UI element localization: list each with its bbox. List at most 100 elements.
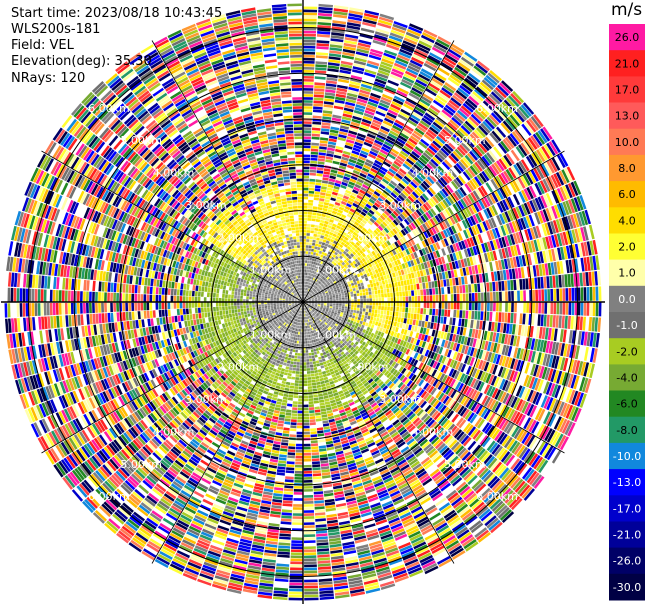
radar-gate [441,309,445,317]
radar-gate [377,322,382,327]
radar-gate [548,141,559,155]
radar-gate [454,213,461,222]
radar-gate [338,78,350,84]
radar-gate [441,59,455,69]
radar-gate [526,119,537,133]
radar-gate [399,302,403,307]
radar-gate [453,302,457,310]
radar-gate [359,89,371,95]
radar-gate [318,3,333,8]
radar-gate [365,308,369,313]
radar-gate [329,287,333,290]
radar-gate [337,193,344,198]
radar-gate [303,36,316,40]
radar-gate [353,60,366,66]
radar-gate [353,290,357,294]
radar-gate [325,86,337,91]
radar-gate [386,112,397,119]
radar-gate [359,221,366,227]
radar-gate [389,287,393,293]
radar-gate [387,320,392,325]
radar-gate [397,87,409,95]
radar-gate [379,285,383,290]
radar-gate [408,302,412,308]
radar-gate [434,204,442,213]
radar-gate [312,127,321,131]
radar-gate [389,106,400,114]
radar-gate [303,154,311,158]
radar-gate [408,137,418,146]
radar-gate [338,190,345,195]
radar-gate [381,249,387,255]
radar-gate [332,111,343,116]
radar-gate [407,240,413,247]
radar-gate [319,238,324,242]
radar-gate [323,274,327,278]
radar-gate [342,51,355,57]
radar-gate [303,60,315,64]
radar-gate [505,97,518,110]
radar-gate [348,243,353,248]
radar-gate [320,245,325,249]
radar-gate [362,288,366,293]
radar-gate [425,229,432,238]
radar-gate [321,232,325,236]
radar-gate [362,240,368,246]
radar-gate [310,251,314,255]
radar-gate [369,95,380,102]
radar-gate [326,281,330,285]
radar-gate [313,233,318,237]
radar-gate [467,193,475,204]
radar-gate [530,116,542,129]
radar-gate [330,272,334,276]
radar-gate [447,302,451,310]
radar-gate [476,159,486,170]
radar-gate [371,215,378,221]
radar-gate [402,190,409,197]
radar-gate [359,153,368,159]
radar-gate [381,243,386,249]
radar-gate [369,294,372,299]
radar-gate [381,306,384,311]
radar-gate [492,281,496,292]
radar-gate [367,220,374,226]
radar-gate [306,284,309,288]
radar-gate [376,313,381,318]
radar-gate [303,112,313,115]
radar-gate [390,297,394,302]
radar-gate [306,291,309,294]
radar-gate [337,232,342,237]
radar-gate [353,293,357,297]
radar-gate [351,205,357,211]
radar-gate [421,193,429,201]
radar-gate [368,209,375,215]
radar-gate [450,97,462,107]
radar-gate [335,284,339,288]
radar-gate [303,233,307,236]
radar-gate [362,321,366,326]
radar-gate [439,163,448,173]
radar-gate [317,285,321,288]
radar-gate [498,281,502,291]
radar-gate [347,19,362,25]
radar-gate [375,199,383,206]
radar-gate [386,310,390,316]
radar-gate [470,204,478,214]
radar-gate [348,13,363,19]
radar-gate [317,231,322,235]
radar-gate [355,54,368,60]
radar-gate [330,172,337,177]
radar-gate [355,218,361,224]
radar-gate [330,197,336,202]
radar-gate [417,217,424,225]
radar-gate [386,216,393,223]
radar-gate [357,296,360,299]
radar-gate [402,243,408,250]
radar-gate [321,268,324,272]
radar-gate [349,266,354,271]
radar-gate [311,245,315,249]
radar-gate [305,294,307,297]
radar-gate [373,84,385,91]
radar-gate [371,245,376,251]
radar-gate [312,292,315,295]
